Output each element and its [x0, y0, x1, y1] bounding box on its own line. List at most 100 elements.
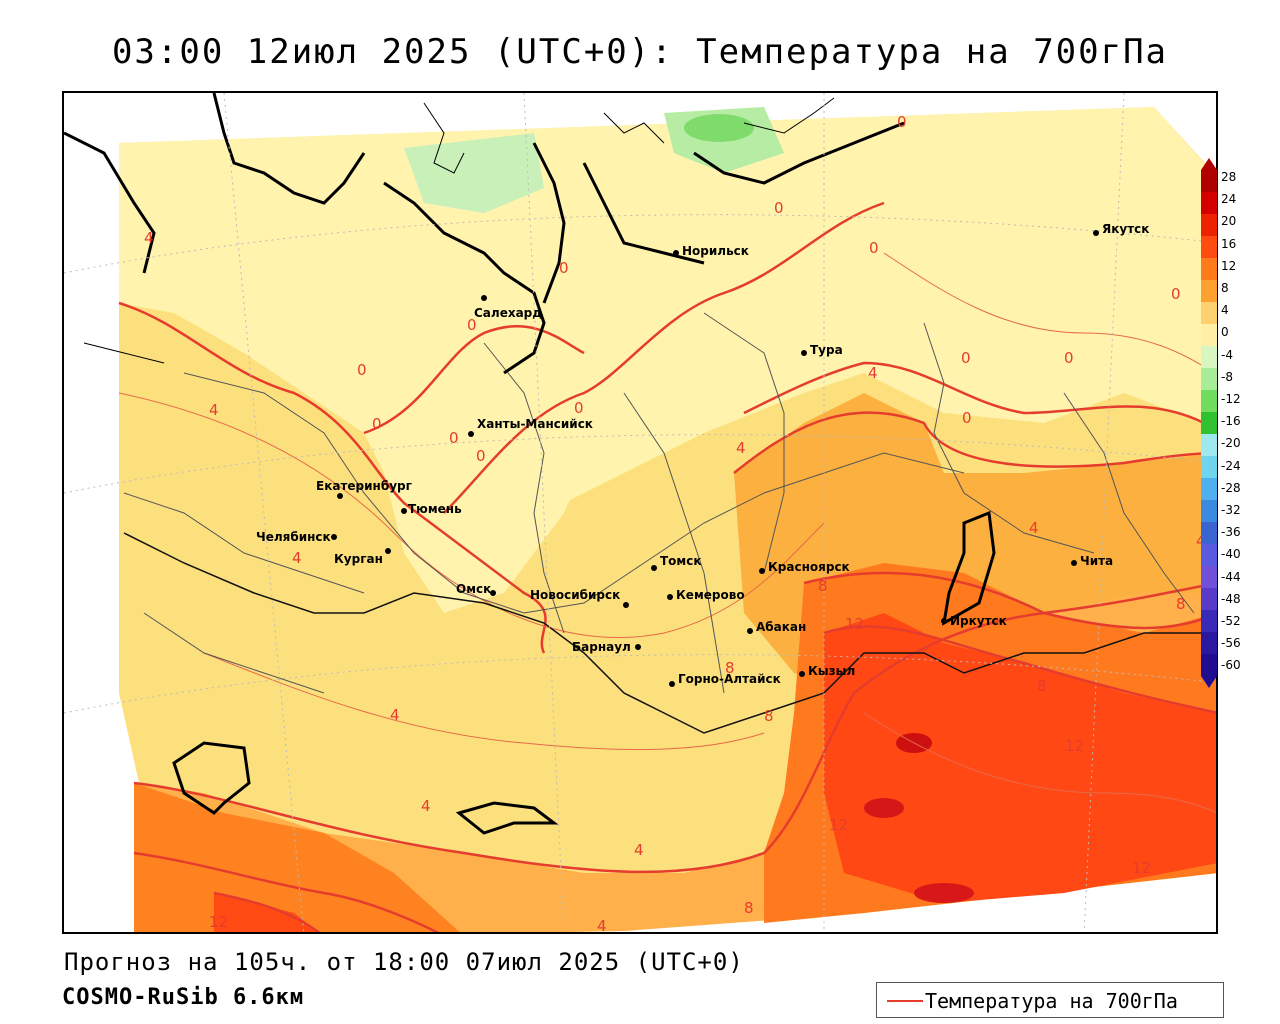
- svg-text:Омск: Омск: [456, 582, 491, 596]
- isotherms: [118, 201, 1216, 932]
- iso-label: 0: [372, 415, 382, 433]
- iso-label: 0: [467, 316, 477, 334]
- iso-label: 4: [1029, 519, 1039, 537]
- colorbar-tick-label: -44: [1221, 569, 1241, 584]
- colorbar-swatch: [1201, 346, 1217, 369]
- colorbar-tick-label: 16: [1221, 236, 1237, 251]
- city-tura[interactable]: Тура: [801, 343, 843, 357]
- city-kemerovo[interactable]: Кемерово: [667, 588, 745, 602]
- colorbar-tick-label: -28: [1221, 480, 1241, 495]
- city-krasnoyarsk[interactable]: Красноярск: [759, 560, 850, 574]
- colorbar-swatch: [1201, 610, 1217, 633]
- city-chita[interactable]: Чита: [1071, 554, 1113, 568]
- city-kyzyl[interactable]: Кызыл: [799, 664, 855, 678]
- colorbar-swatch: [1201, 412, 1217, 435]
- colorbar-swatch: [1201, 170, 1217, 193]
- iso-label: 0: [897, 113, 907, 131]
- colorbar-swatch: [1201, 324, 1217, 347]
- country-border: [123, 532, 1216, 734]
- city-layer: Норильск Якутск Салехард Тура Ханты-Манс…: [256, 222, 1149, 687]
- iso-label: 0: [774, 199, 784, 217]
- city-khanty-mansiysk[interactable]: Ханты-Мансийск: [468, 417, 593, 437]
- svg-text:Кемерово: Кемерово: [676, 588, 745, 602]
- colorbar-swatch: [1201, 368, 1217, 391]
- iso-label: 0: [449, 429, 459, 447]
- colorbar-tick-label: 28: [1221, 170, 1237, 184]
- colorbar-tick-label: -24: [1221, 458, 1241, 473]
- city-omsk[interactable]: Омск: [456, 582, 496, 596]
- colorbar-tick-label: 0: [1221, 325, 1229, 340]
- iso-label: 4: [209, 401, 219, 419]
- iso-label: 0: [559, 259, 569, 277]
- svg-text:Горно-Алтайск: Горно-Алтайск: [678, 672, 781, 686]
- svg-text:Абакан: Абакан: [756, 620, 806, 634]
- colorbar-swatch: [1201, 500, 1217, 523]
- iso-label: 8: [1037, 677, 1047, 695]
- iso-label: 4: [144, 229, 154, 247]
- iso-label: 8: [725, 659, 735, 677]
- city-norilsk[interactable]: Норильск: [673, 244, 749, 258]
- model-name: COSMO-RuSib 6.6км: [62, 985, 305, 1010]
- colorbar-tick-label: -8: [1221, 369, 1233, 384]
- city-salekhard[interactable]: Салехард: [474, 295, 542, 320]
- colorbar-swatch: [1201, 632, 1217, 655]
- colorbar-tick-label: -36: [1221, 525, 1241, 540]
- iso-label: 8: [1176, 595, 1186, 613]
- forecast-info: Прогноз на 105ч. от 18:00 07июл 2025 (UT…: [64, 948, 744, 976]
- colorbar-tick-label: 20: [1221, 214, 1237, 229]
- colorbar-ticks: 28 24 20 16 12 8 4 0 -4 -8 -12 -16 -20 -24 -28 -32 -36 -4…: [1221, 170, 1277, 680]
- svg-text:Норильск: Норильск: [682, 244, 749, 258]
- iso-label: 12: [209, 913, 228, 931]
- colorbar-tick-label: -60: [1221, 658, 1241, 673]
- colorbar: [1201, 158, 1217, 688]
- colorbar-tick-label: -32: [1221, 503, 1241, 517]
- colorbar-tick-label: 24: [1221, 192, 1237, 207]
- iso-label: 4: [421, 797, 431, 815]
- city-barnaul[interactable]: Барнаул: [572, 640, 641, 654]
- iso-label: 0: [476, 447, 486, 465]
- city-yakutsk[interactable]: Якутск: [1093, 222, 1149, 236]
- graticule: [64, 93, 1216, 932]
- city-abakan[interactable]: Абакан: [747, 620, 806, 634]
- svg-text:Салехард: Салехард: [474, 306, 542, 320]
- iso-label: 0: [1171, 285, 1181, 303]
- zone-12-16-sw: [214, 893, 319, 932]
- zone-12-16: [824, 613, 1216, 903]
- iso-label: 0: [574, 399, 584, 417]
- colorbar-tick-label: -40: [1221, 547, 1241, 562]
- city-irkutsk[interactable]: Иркутск: [941, 614, 1007, 628]
- colorbar-swatch: [1201, 434, 1217, 457]
- colorbar-swatch: [1201, 566, 1217, 589]
- iso-label: 12: [829, 816, 848, 834]
- forecast-map[interactable]: Норильск Якутск Салехард Тура Ханты-Манс…: [62, 91, 1218, 934]
- svg-text:Тюмень: Тюмень: [408, 502, 462, 516]
- city-tyumen[interactable]: Тюмень: [401, 502, 462, 516]
- colorbar-tick-label: -48: [1221, 591, 1241, 606]
- city-gorno-altaysk[interactable]: Горно-Алтайск: [669, 672, 781, 687]
- city-yekaterinburg[interactable]: Екатеринбург: [316, 479, 412, 499]
- colorbar-swatch: [1201, 478, 1217, 501]
- isotherm-labels: 0 0 0 0 0 0 0 0 0 0 0 0 0 0 4 4 4 4 4 4 …: [144, 113, 1206, 932]
- iso-label: 4: [868, 364, 878, 382]
- iso-label: 0: [869, 239, 879, 257]
- legend-label: Температура на 700гПа: [925, 989, 1178, 1013]
- svg-text:Ханты-Мансийск: Ханты-Мансийск: [477, 417, 593, 431]
- city-chelyabinsk[interactable]: Челябинск: [256, 530, 337, 544]
- colorbar-swatch: [1201, 390, 1217, 413]
- svg-text:Кызыл: Кызыл: [808, 664, 855, 678]
- svg-text:Барнаул: Барнаул: [572, 640, 631, 654]
- thin-isotherms: [118, 252, 1216, 813]
- colorbar-swatch: [1201, 236, 1217, 259]
- iso-label: 12: [845, 615, 864, 633]
- colorbar-tick-label: -56: [1221, 636, 1241, 651]
- colorbar-tick-label: 4: [1221, 303, 1229, 318]
- colorbar-swatch: [1201, 214, 1217, 237]
- iso-label: 0: [1064, 349, 1074, 367]
- svg-text:Томск: Томск: [660, 554, 702, 568]
- legend-line-swatch: [887, 1000, 923, 1002]
- city-tomsk[interactable]: Томск: [651, 554, 702, 571]
- colorbar-tick-label: -12: [1221, 392, 1241, 406]
- city-kurgan[interactable]: Курган: [334, 548, 391, 566]
- city-novosibirsk[interactable]: Новосибирск: [530, 588, 629, 608]
- colorbar-swatch: [1201, 280, 1217, 303]
